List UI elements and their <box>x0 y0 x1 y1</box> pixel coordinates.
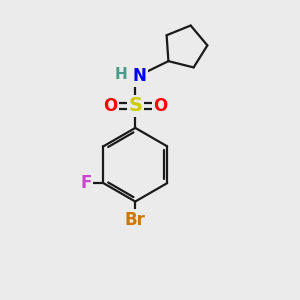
Text: O: O <box>153 97 167 115</box>
Text: O: O <box>103 97 117 115</box>
Text: H: H <box>115 68 128 82</box>
Text: Br: Br <box>125 211 146 229</box>
Text: S: S <box>128 96 142 115</box>
Text: N: N <box>133 68 147 85</box>
Text: F: F <box>81 174 92 192</box>
